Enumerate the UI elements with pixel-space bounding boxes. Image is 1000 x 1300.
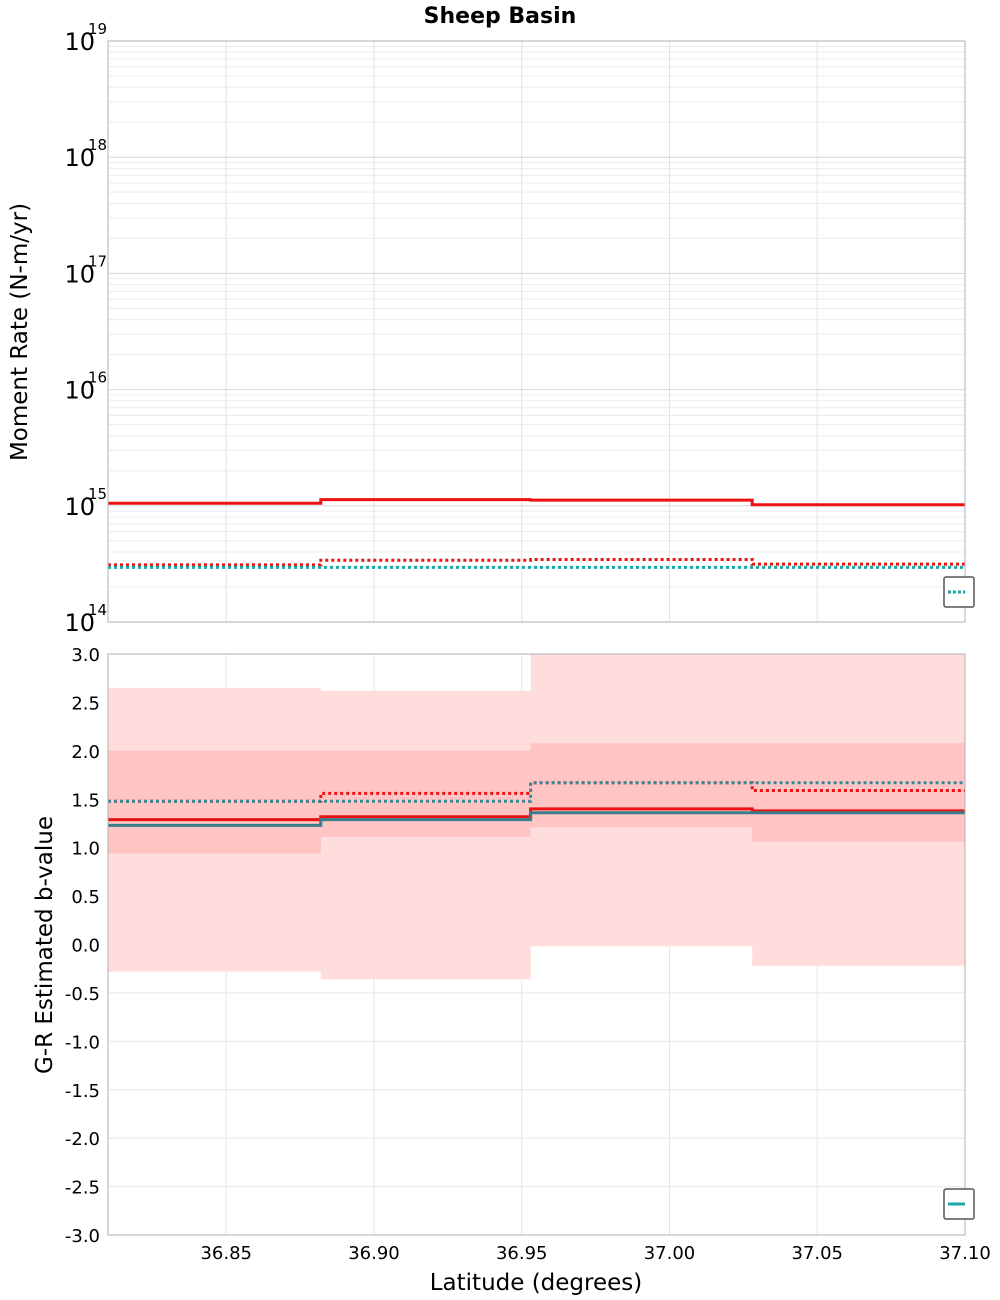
top-y-tick-label: 10 xyxy=(64,609,95,637)
x-tick-label: 36.85 xyxy=(200,1243,252,1264)
bottom-y-tick-label: -2.5 xyxy=(65,1178,100,1199)
top-y-tick-exponent: 16 xyxy=(88,369,107,387)
chart-title: Sheep Basin xyxy=(424,4,577,29)
top-y-tick-label: 10 xyxy=(64,377,95,405)
top-plot-frame xyxy=(107,40,966,623)
top-y-tick-exponent: 15 xyxy=(88,485,107,503)
x-tick-label: 37.00 xyxy=(644,1243,696,1264)
top-y-tick-label: 10 xyxy=(64,28,95,56)
x-tick-label: 37.10 xyxy=(939,1243,991,1264)
bottom-y-tick-label: 0.0 xyxy=(71,936,100,957)
top-y-tick-exponent: 18 xyxy=(88,136,107,154)
bottom-y-tick-label: -1.5 xyxy=(65,1081,100,1102)
top-y-tick-label: 10 xyxy=(64,260,95,288)
top-y-axis-label: Moment Rate (N-m/yr) xyxy=(7,203,33,461)
x-axis-label: Latitude (degrees) xyxy=(430,1270,643,1296)
top-y-tick-label: 10 xyxy=(64,144,95,172)
bottom-y-tick-label: 1.5 xyxy=(71,790,100,811)
bottom-y-tick-label: 3.0 xyxy=(71,645,100,666)
top-y-tick-exponent: 14 xyxy=(88,601,107,619)
bottom-y-tick-label: -0.5 xyxy=(65,984,100,1005)
top-plot-area xyxy=(108,41,965,622)
bottom-y-tick-label: -3.0 xyxy=(65,1226,100,1247)
x-tick-label: 36.90 xyxy=(348,1243,400,1264)
bottom-y-tick-label: -2.0 xyxy=(65,1129,100,1150)
bottom-y-tick-label: 2.5 xyxy=(71,693,100,714)
bottom-y-tick-label: -1.0 xyxy=(65,1032,100,1053)
bottom-y-axis-label: G-R Estimated b-value xyxy=(32,816,58,1074)
x-tick-label: 37.05 xyxy=(791,1243,843,1264)
x-tick-label: 36.95 xyxy=(496,1243,548,1264)
top-y-tick-label: 10 xyxy=(64,493,95,521)
top-y-tick-exponent: 17 xyxy=(88,252,107,270)
top-series-moment-rate xyxy=(108,498,965,507)
bottom-series-b-value-steel-dotted xyxy=(108,781,965,803)
bottom-series-b-value-steel xyxy=(108,811,965,827)
top-series-moment-rate-dotted xyxy=(108,558,965,567)
top-y-tick-exponent: 19 xyxy=(88,20,107,38)
bottom-y-tick-label: 1.0 xyxy=(71,839,100,860)
bottom-panel: -3.0 -2.5 -2.0 -1.5 -1.0 -0.5 0.0 0.5 1.0 1.5 2.0 2… xyxy=(65,645,991,1264)
bottom-plot-frame xyxy=(107,653,966,1236)
bottom-y-tick-label: 2.0 xyxy=(71,742,100,763)
bottom-y-tick-label: 0.5 xyxy=(71,887,100,908)
